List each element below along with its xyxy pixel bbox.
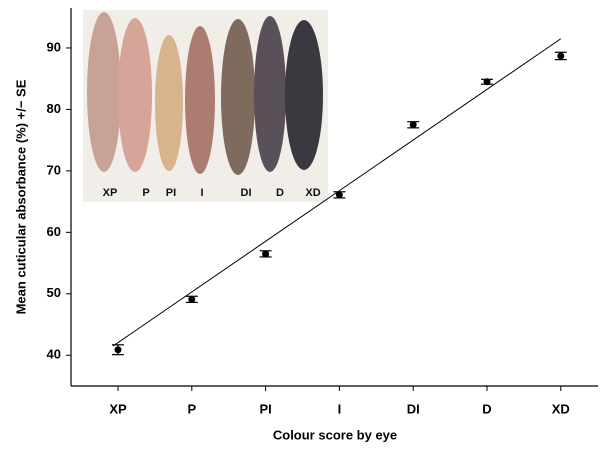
caterpillar: [221, 19, 255, 175]
y-tick-label: 90: [47, 39, 61, 54]
y-tick-label: 40: [47, 347, 61, 362]
y-tick-label: 80: [47, 101, 61, 116]
data-point: [188, 296, 195, 303]
data-point: [115, 346, 122, 353]
x-tick-label: PI: [259, 401, 271, 416]
y-tick-label: 50: [47, 285, 61, 300]
x-tick-label: P: [187, 401, 196, 416]
inset-label: I: [200, 187, 203, 199]
caterpillar: [87, 12, 121, 172]
y-tick-label: 60: [47, 224, 61, 239]
caterpillar: [285, 20, 323, 170]
data-point: [262, 250, 269, 257]
data-point: [484, 78, 491, 85]
inset-label: P: [142, 187, 149, 199]
caterpillar: [254, 16, 286, 172]
inset-photo: [83, 10, 328, 202]
data-point: [336, 191, 343, 198]
inset-label: XP: [103, 187, 118, 199]
x-tick-label: DI: [407, 401, 420, 416]
chart: Mean cuticular absorbance (%) +/− SE Col…: [0, 0, 603, 450]
caterpillar: [155, 35, 183, 171]
data-point: [557, 52, 564, 59]
inset-label: D: [276, 187, 284, 199]
x-tick-label: I: [338, 401, 342, 416]
y-axis-label: Mean cuticular absorbance (%) +/− SE: [13, 79, 28, 314]
x-axis-label: Colour score by eye: [273, 427, 397, 442]
caterpillar: [118, 18, 152, 172]
data-point: [410, 121, 417, 128]
x-tick-label: D: [482, 401, 491, 416]
inset-label: DI: [241, 187, 252, 199]
x-tick-label: XD: [552, 401, 570, 416]
y-tick-label: 70: [47, 162, 61, 177]
caterpillar: [185, 26, 215, 174]
x-tick-label: XP: [109, 401, 127, 416]
inset-label: XD: [305, 187, 320, 199]
inset-label: PI: [166, 187, 176, 199]
